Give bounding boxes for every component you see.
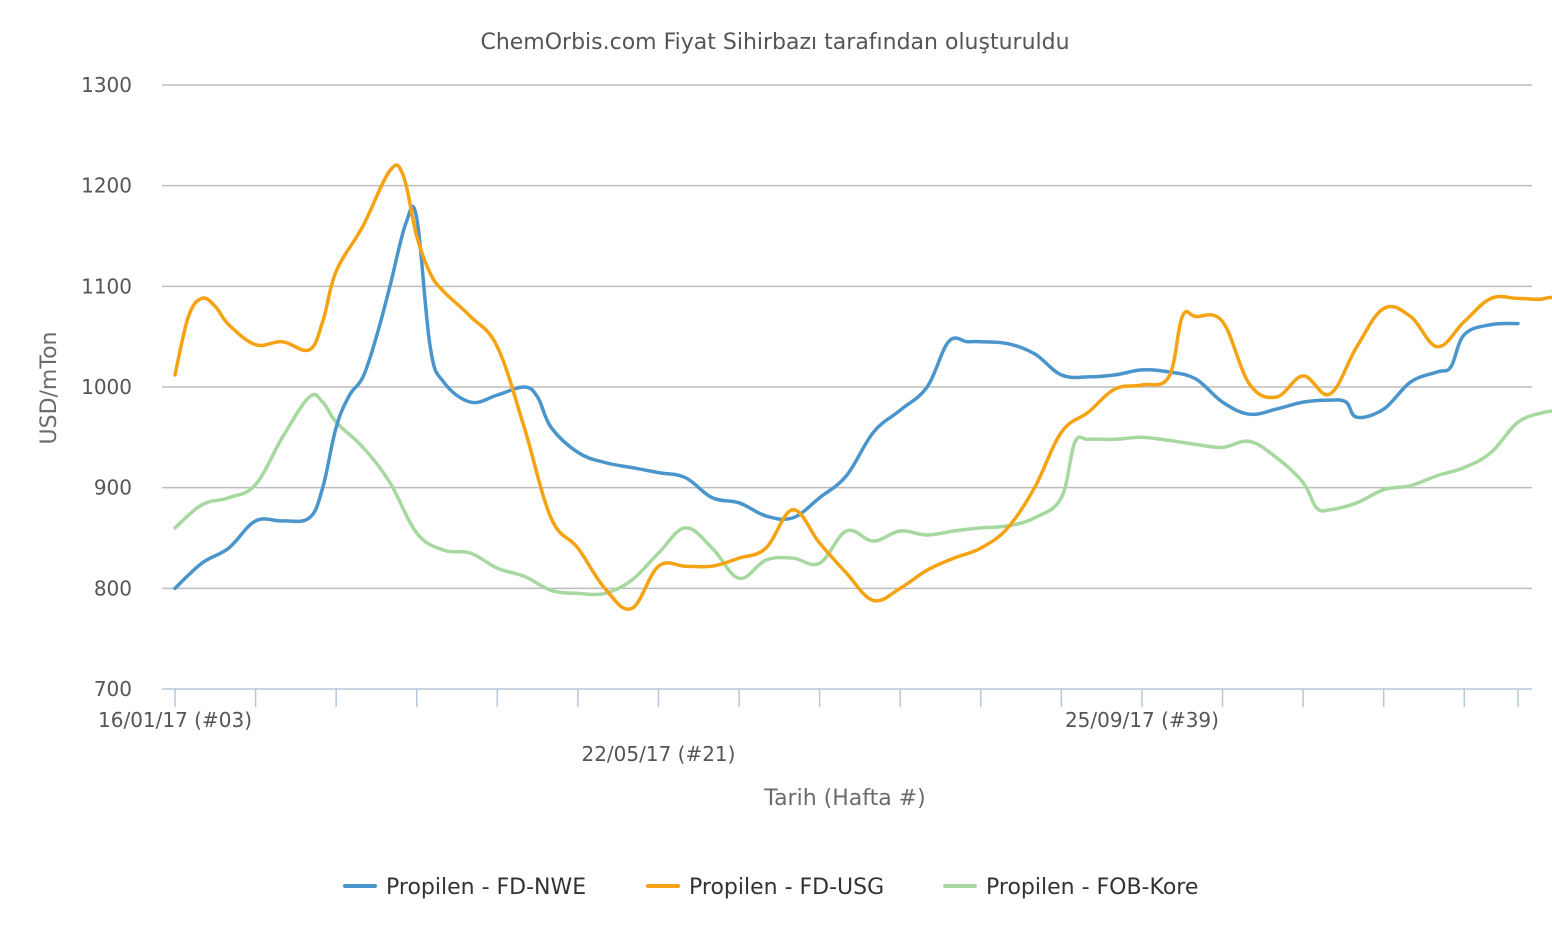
x-tick-label: 16/01/17 (#03) <box>98 708 252 732</box>
y-tick-label-700: 700 <box>94 677 132 701</box>
series-line-1[interactable] <box>173 142 1552 611</box>
y-tick-label-900: 900 <box>94 476 132 500</box>
series-line-2[interactable] <box>173 392 1552 597</box>
x-tick-label: 22/05/17 (#21) <box>581 742 735 766</box>
y-tick-label-1300: 1300 <box>81 73 132 97</box>
gridlines <box>162 84 1532 590</box>
legend-item-1[interactable]: Propilen - FD-USG <box>646 875 884 900</box>
y-tick-labels: 700 800 900 1000 1100 1200 1300 <box>81 73 132 701</box>
y-tick-label-1200: 1200 <box>81 174 132 198</box>
series-line-0[interactable] <box>173 204 1520 591</box>
x-axis-title: Tarih (Hafta #) <box>763 786 925 811</box>
legend-item-0[interactable]: Propilen - FD-NWE <box>343 875 586 900</box>
x-ticks <box>174 689 1519 707</box>
series-lines <box>173 142 1552 611</box>
legend-label-0: Propilen - FD-NWE <box>386 875 586 900</box>
legend-label-1: Propilen - FD-USG <box>689 875 884 900</box>
chart-title: ChemOrbis.com Fiyat Sihirbazı tarafından… <box>480 30 1069 55</box>
x-tick-label: 25/09/17 (#39) <box>1065 708 1219 732</box>
legend-item-2[interactable]: Propilen - FOB-Kore <box>943 875 1198 900</box>
y-tick-label-1100: 1100 <box>81 274 132 298</box>
legend-label-2: Propilen - FOB-Kore <box>986 875 1198 900</box>
x-tick-labels: 16/01/17 (#03) 22/05/17 (#21) 25/09/17 (#3… <box>98 708 1219 766</box>
y-tick-label-800: 800 <box>94 576 132 600</box>
y-axis-title: USD/mTon <box>37 332 62 445</box>
y-tick-label-1000: 1000 <box>81 375 132 399</box>
legend[interactable]: Propilen - FD-NWE Propilen - FD-USG Propil… <box>343 875 1198 900</box>
